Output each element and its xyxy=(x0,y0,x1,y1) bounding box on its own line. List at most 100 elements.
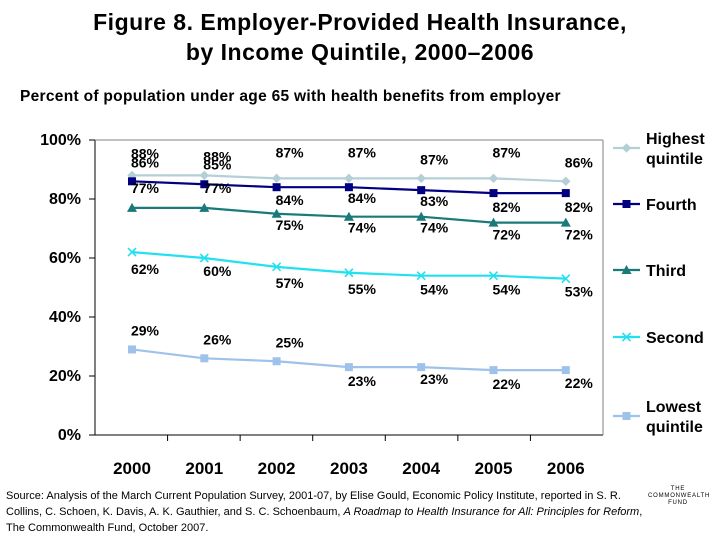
y-tick-label: 80% xyxy=(49,191,81,208)
data-label: 22% xyxy=(492,376,521,392)
x-tick-label: 2000 xyxy=(113,459,151,478)
data-point xyxy=(488,173,499,184)
data-label: 84% xyxy=(276,192,305,208)
data-label: 26% xyxy=(203,331,232,347)
data-point xyxy=(561,176,571,187)
data-point xyxy=(199,253,209,263)
chart-title-line-1: Figure 8. Employer-Provided Health Insur… xyxy=(93,9,627,35)
logo-line-2: COMMONWEALTH xyxy=(648,493,711,499)
data-label: 72% xyxy=(492,227,521,243)
data-label: 25% xyxy=(276,334,305,350)
data-point xyxy=(416,211,427,221)
legend-label: quintile xyxy=(646,419,703,436)
source-report-title: A Roadmap to Health Insurance for All: P… xyxy=(343,506,640,518)
data-point xyxy=(489,366,498,375)
data-label: 84% xyxy=(348,190,377,206)
data-point xyxy=(561,366,570,375)
x-tick-label: 2004 xyxy=(402,459,440,478)
data-point xyxy=(416,173,426,184)
logo-line-3: FUND xyxy=(668,500,688,506)
data-label: 87% xyxy=(348,144,377,160)
series-line-3 xyxy=(131,251,566,280)
y-tick-label: 40% xyxy=(49,309,81,326)
data-label: 57% xyxy=(276,275,305,291)
data-label: 72% xyxy=(565,227,594,243)
legend-marker xyxy=(622,200,631,208)
legend-label: Fourth xyxy=(646,197,697,214)
y-tick-label: 60% xyxy=(49,250,81,267)
x-tick-label: 2002 xyxy=(258,459,296,478)
data-point xyxy=(416,271,426,281)
data-point xyxy=(272,183,281,192)
x-tick-label: 2003 xyxy=(330,459,368,478)
legend-label: Highest xyxy=(646,131,705,148)
chart-title-line-2: by Income Quintile, 2000–2006 xyxy=(185,39,535,65)
data-label: 55% xyxy=(348,281,377,297)
y-tick-label: 0% xyxy=(58,427,81,444)
data-point xyxy=(344,183,353,192)
data-label: 87% xyxy=(276,144,305,160)
data-label: 85% xyxy=(203,156,232,172)
data-point xyxy=(344,268,354,278)
data-label: 54% xyxy=(420,282,449,298)
logo-line-1: THE xyxy=(670,486,686,492)
data-point xyxy=(489,189,498,198)
data-point xyxy=(344,173,354,184)
data-label: 53% xyxy=(565,284,594,300)
source-note: Source: Analysis of the March Current Po… xyxy=(6,488,646,536)
data-label: 75% xyxy=(276,217,305,233)
x-tick-label: 2006 xyxy=(547,459,585,478)
chart-subtitle: Percent of population under age 65 with … xyxy=(20,88,561,105)
data-point xyxy=(272,357,281,366)
data-label: 86% xyxy=(565,154,594,170)
data-label: 22% xyxy=(565,375,594,391)
data-point xyxy=(200,180,209,189)
legend-label: Second xyxy=(646,330,704,347)
data-label: 74% xyxy=(420,220,449,236)
data-point xyxy=(343,211,354,221)
data-point xyxy=(128,345,136,354)
legend-marker xyxy=(621,143,632,153)
x-tick-label: 2001 xyxy=(185,459,223,478)
data-label: 88% xyxy=(203,148,232,164)
data-point xyxy=(561,274,571,284)
data-label: 23% xyxy=(348,373,377,389)
data-label: 82% xyxy=(565,199,594,215)
legend-marker xyxy=(622,412,631,420)
x-tick-label: 2005 xyxy=(475,459,513,478)
data-point xyxy=(200,354,209,363)
data-label: 88% xyxy=(131,145,160,161)
data-point xyxy=(561,189,570,198)
data-point xyxy=(127,202,137,212)
data-point xyxy=(488,271,499,281)
data-label: 74% xyxy=(348,220,377,236)
data-point xyxy=(128,177,136,186)
source-text: Source: Analysis of the March Current Po… xyxy=(6,490,621,518)
commonwealth-fund-logo: THE COMMONWEALTH FUND xyxy=(648,486,711,507)
data-label: 86% xyxy=(131,154,160,170)
y-tick-label: 20% xyxy=(49,368,81,385)
data-point xyxy=(271,208,282,218)
data-point xyxy=(199,170,210,181)
y-tick-label: 100% xyxy=(40,132,81,149)
legend-marker xyxy=(621,332,632,342)
data-point xyxy=(344,363,353,372)
data-label: 87% xyxy=(420,151,449,167)
data-point xyxy=(488,217,499,227)
data-label: 60% xyxy=(203,263,232,279)
data-point xyxy=(417,363,426,372)
data-point xyxy=(127,247,137,257)
data-label: 23% xyxy=(420,371,449,387)
data-point xyxy=(199,202,210,212)
legend-label: quintile xyxy=(646,151,703,168)
data-label: 83% xyxy=(420,193,449,209)
data-point xyxy=(272,262,282,272)
data-point xyxy=(417,186,426,195)
data-label: 77% xyxy=(203,180,232,196)
data-label: 82% xyxy=(492,199,521,215)
data-label: 29% xyxy=(131,322,160,338)
legend-marker xyxy=(621,265,632,274)
data-label: 87% xyxy=(492,144,521,160)
data-point xyxy=(560,217,571,227)
